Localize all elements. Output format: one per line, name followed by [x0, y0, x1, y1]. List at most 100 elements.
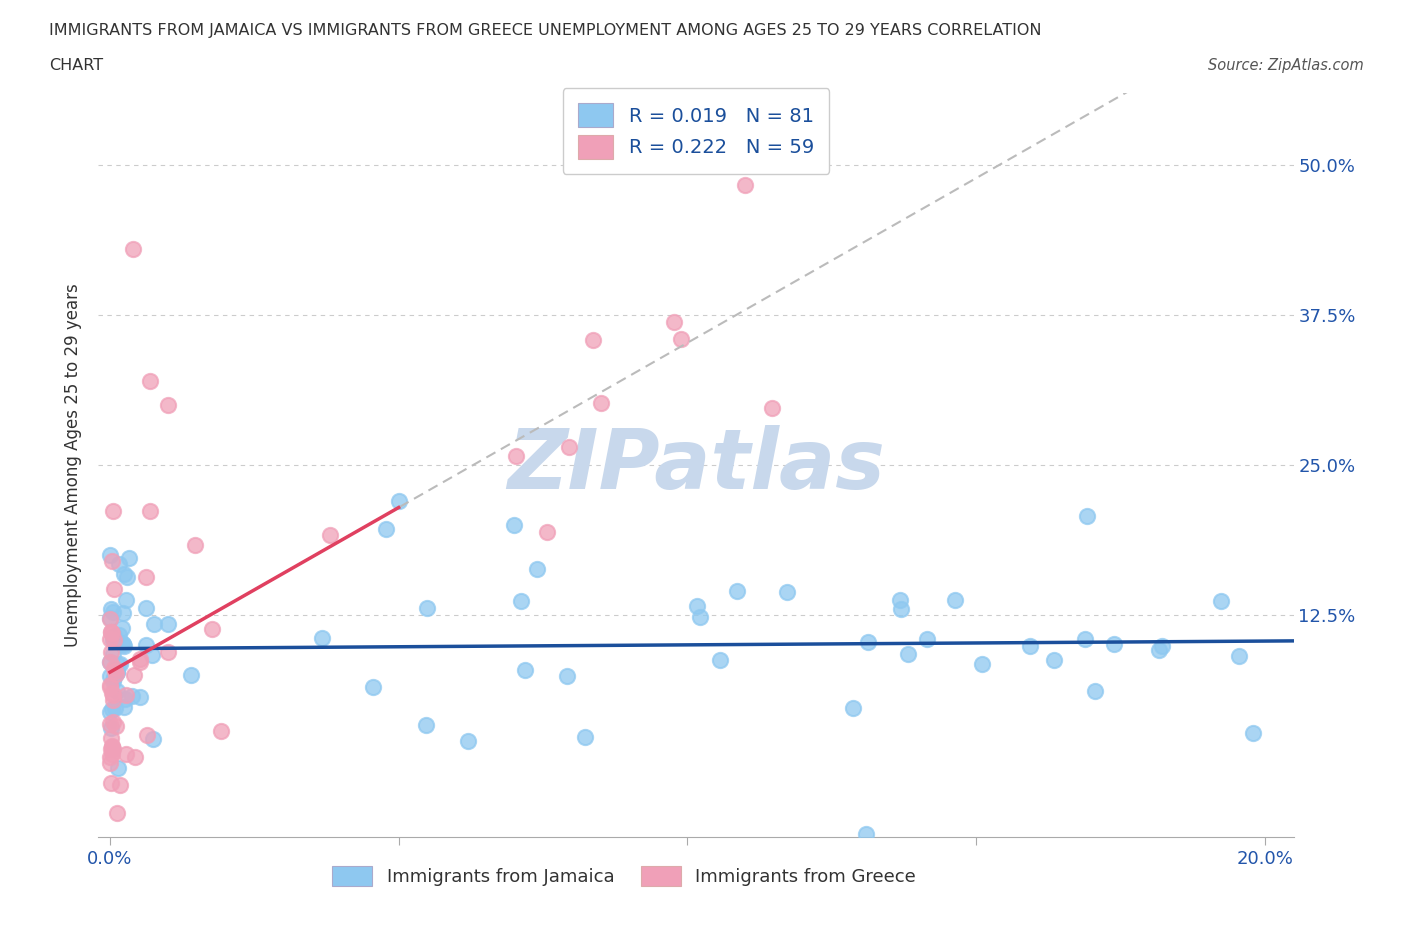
- Point: [103, 646, 125, 661]
- Legend: Immigrants from Jamaica, Immigrants from Greece: Immigrants from Jamaica, Immigrants from…: [323, 857, 925, 895]
- Point: [582, 332, 605, 347]
- Point: [141, 647, 163, 662]
- Point: [890, 602, 912, 617]
- Point: [101, 632, 124, 647]
- Point: [761, 401, 783, 416]
- Point: [776, 585, 799, 600]
- Point: [129, 689, 152, 704]
- Point: [100, 721, 122, 736]
- Point: [101, 673, 124, 688]
- Point: [1019, 639, 1042, 654]
- Point: [101, 739, 124, 754]
- Point: [709, 652, 731, 667]
- Point: [558, 440, 581, 455]
- Point: [101, 688, 124, 703]
- Point: [143, 617, 166, 631]
- Point: [917, 631, 939, 646]
- Text: Source: ZipAtlas.com: Source: ZipAtlas.com: [1208, 58, 1364, 73]
- Point: [503, 518, 526, 533]
- Point: [513, 663, 536, 678]
- Point: [100, 654, 122, 669]
- Point: [725, 583, 748, 598]
- Point: [555, 669, 578, 684]
- Point: [209, 724, 232, 738]
- Point: [111, 621, 134, 636]
- Point: [101, 746, 124, 761]
- Point: [124, 750, 146, 764]
- Point: [100, 776, 122, 790]
- Point: [105, 665, 128, 680]
- Point: [101, 626, 124, 641]
- Point: [156, 644, 179, 659]
- Point: [897, 646, 920, 661]
- Point: [374, 522, 396, 537]
- Point: [856, 634, 879, 649]
- Y-axis label: Unemployment Among Ages 25 to 29 years: Unemployment Among Ages 25 to 29 years: [65, 283, 83, 647]
- Point: [104, 666, 127, 681]
- Point: [100, 731, 122, 746]
- Point: [664, 314, 686, 329]
- Point: [1227, 648, 1250, 663]
- Point: [112, 699, 135, 714]
- Point: [103, 629, 125, 644]
- Point: [103, 604, 125, 619]
- Point: [416, 601, 439, 616]
- Point: [388, 494, 411, 509]
- Point: [970, 657, 993, 671]
- Point: [100, 631, 122, 646]
- Point: [98, 680, 121, 695]
- Point: [139, 504, 162, 519]
- Point: [842, 700, 865, 715]
- Point: [100, 625, 122, 640]
- Point: [101, 741, 124, 756]
- Point: [115, 592, 138, 607]
- Point: [98, 750, 121, 764]
- Point: [157, 617, 180, 631]
- Point: [105, 805, 128, 820]
- Point: [100, 717, 122, 732]
- Point: [128, 655, 150, 670]
- Point: [1084, 684, 1107, 698]
- Point: [669, 332, 692, 347]
- Point: [184, 538, 207, 552]
- Point: [1104, 636, 1126, 651]
- Point: [111, 605, 134, 620]
- Point: [100, 624, 122, 639]
- Point: [103, 632, 125, 647]
- Point: [101, 685, 124, 700]
- Point: [103, 670, 125, 684]
- Point: [685, 599, 707, 614]
- Point: [945, 592, 967, 607]
- Text: IMMIGRANTS FROM JAMAICA VS IMMIGRANTS FROM GREECE UNEMPLOYMENT AMONG AGES 25 TO : IMMIGRANTS FROM JAMAICA VS IMMIGRANTS FR…: [49, 23, 1042, 38]
- Point: [100, 602, 122, 617]
- Text: CHART: CHART: [49, 58, 103, 73]
- Point: [114, 692, 136, 707]
- Point: [103, 693, 125, 708]
- Point: [1076, 509, 1098, 524]
- Point: [1243, 726, 1265, 741]
- Point: [98, 612, 121, 627]
- Point: [98, 655, 121, 670]
- Point: [112, 638, 135, 653]
- Point: [103, 582, 125, 597]
- Point: [1043, 653, 1066, 668]
- Point: [110, 777, 132, 792]
- Point: [101, 738, 124, 753]
- Point: [505, 448, 527, 463]
- Point: [98, 705, 121, 720]
- Point: [734, 178, 756, 193]
- Point: [122, 242, 145, 257]
- Point: [98, 611, 121, 626]
- Point: [526, 562, 548, 577]
- Point: [457, 734, 479, 749]
- Point: [855, 827, 877, 842]
- Point: [104, 718, 127, 733]
- Point: [103, 661, 125, 676]
- Point: [100, 644, 122, 659]
- Point: [536, 525, 558, 539]
- Point: [114, 687, 136, 702]
- Point: [107, 760, 129, 775]
- Point: [142, 732, 165, 747]
- Point: [574, 729, 596, 744]
- Point: [100, 677, 122, 692]
